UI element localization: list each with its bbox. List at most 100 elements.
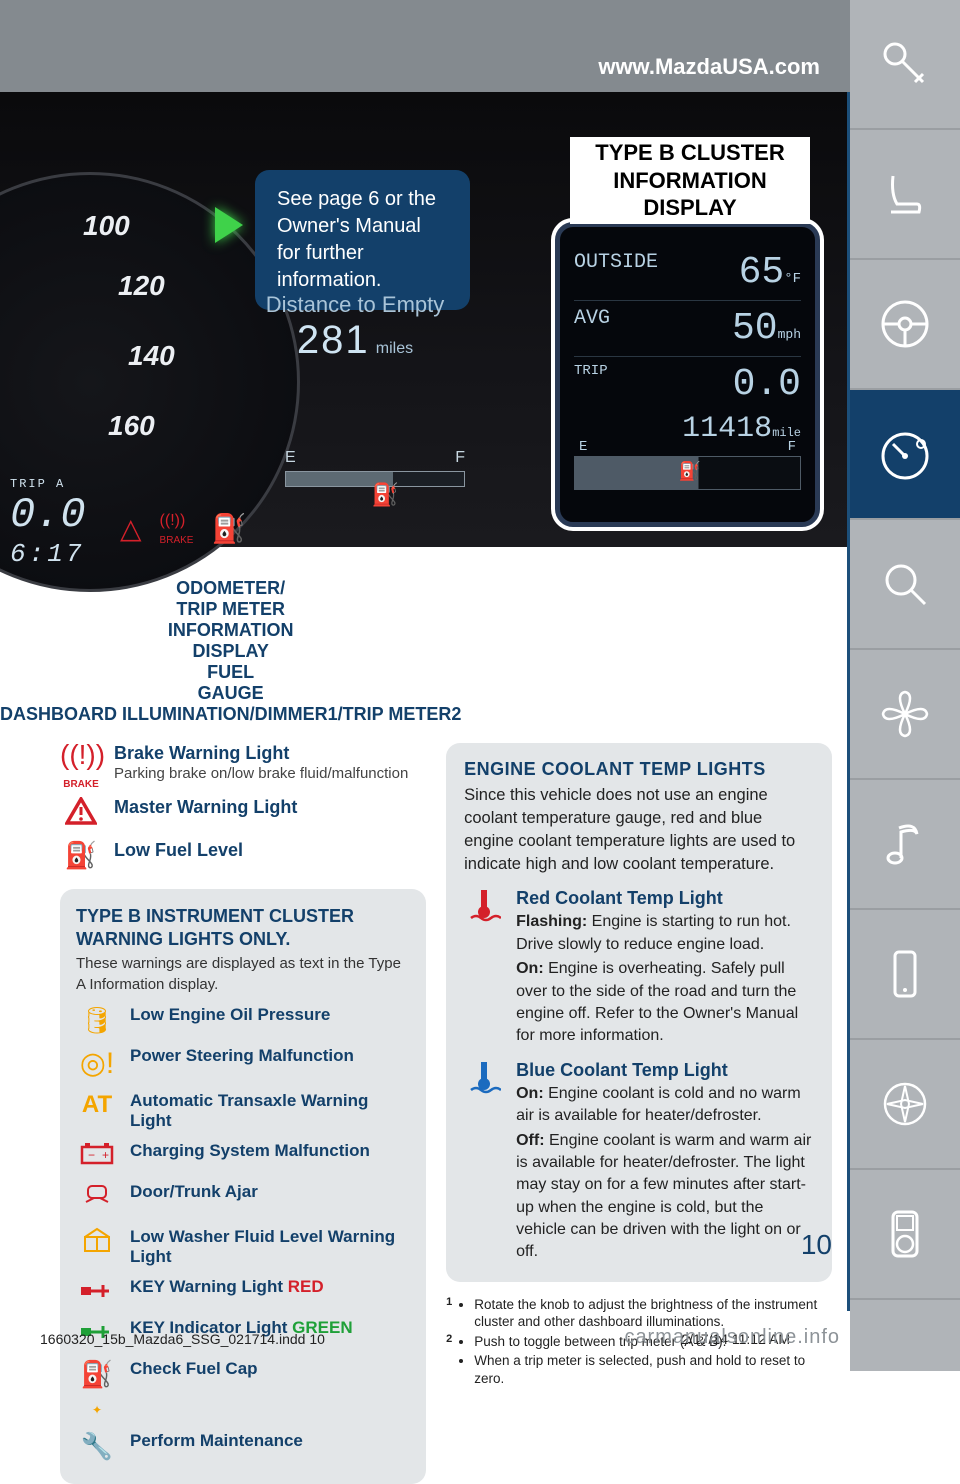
odometer-panel: TRIP A 0.0 6:17 (10, 477, 86, 569)
odo-value: 11418 (682, 412, 772, 446)
type-b-box-sub: These warnings are displayed as text in … (76, 954, 410, 995)
tab-media[interactable] (850, 1170, 960, 1300)
power-steering-title: Power Steering Malfunction (130, 1046, 410, 1066)
page-number: 10 (801, 1229, 832, 1261)
power-steering-icon: ◎! (76, 1046, 118, 1081)
warning-master: Master Warning Light (60, 797, 426, 832)
outside-label: OUTSIDE (574, 251, 658, 294)
svg-text:−: − (88, 1148, 95, 1162)
speedo-num: 120 (118, 270, 165, 302)
charging-title: Charging System Malfunction (130, 1141, 410, 1161)
mini-fuel-F: F (788, 439, 796, 455)
fan-icon (875, 684, 935, 744)
brake-icon-label: BRAKE (63, 779, 99, 790)
turn-signal-icon (215, 207, 243, 243)
trip-label: TRIP A (10, 477, 86, 491)
outside-unit: °F (784, 271, 801, 287)
master-warning-icon (65, 797, 97, 825)
tab-search[interactable] (850, 520, 960, 650)
coolant-blue-icon (464, 1060, 504, 1264)
oil-pressure-title: Low Engine Oil Pressure (130, 1005, 410, 1025)
coolant-intro: Since this vehicle does not use an engin… (464, 784, 814, 876)
washer-fluid-title: Low Washer Fluid Level Warning Light (130, 1227, 410, 1267)
brake-icon: ((!))BRAKE (160, 512, 194, 548)
instrument-cluster-photo: 100 120 140 160 See page 6 or the Owner'… (0, 92, 850, 547)
phone-icon (875, 944, 935, 1004)
fuel-gauge: E F ⛽ (285, 449, 465, 504)
avg-unit: mph (778, 327, 801, 342)
dte-unit: miles (376, 340, 413, 357)
steering-wheel-icon (875, 294, 935, 354)
footer-left: 1660320_15b_Mazda6_SSG_021714.indd 10 (40, 1331, 325, 1347)
clock-time: 6:17 (10, 539, 86, 569)
left-column: ((!)) BRAKE Brake Warning Light Parking … (60, 743, 426, 1484)
trip-value: 0.0 (733, 363, 801, 406)
tab-steering[interactable] (850, 260, 960, 390)
door-ajar-title: Door/Trunk Ajar (130, 1182, 410, 1202)
fuel-warning-icon: ⛽ (211, 512, 246, 548)
charging-icon: −+ (76, 1141, 118, 1172)
ipod-icon (875, 1204, 935, 1264)
low-fuel-icon: ⛽ (60, 840, 102, 871)
brake-warning-icon: ((!)) (60, 739, 105, 770)
odo-unit: mile (772, 426, 801, 440)
right-edge-border (847, 92, 850, 1311)
master-warning-title: Master Warning Light (114, 797, 426, 818)
center-info-display: Distance to Empty 281 miles (245, 292, 465, 363)
speedo-num: 100 (83, 210, 130, 242)
brake-warning-title: Brake Warning Light (114, 743, 426, 764)
watermark: carmanualsonline.info (624, 1326, 840, 1349)
side-tabs (850, 0, 960, 1371)
warning-triangle-icon: △ (120, 512, 142, 548)
avg-label: AVG (574, 307, 610, 350)
tooltip-callout: See page 6 or the Owner's Manual for fur… (255, 170, 470, 310)
type-b-box-title: TYPE B INSTRUMENT CLUSTER WARNING LIGHTS… (76, 905, 410, 950)
header-url: www.MazdaUSA.com (598, 54, 820, 80)
type-b-warnings-box: TYPE B INSTRUMENT CLUSTER WARNING LIGHTS… (60, 889, 426, 1484)
seat-icon (875, 164, 935, 224)
key-red-title: KEY Warning Light RED (130, 1277, 410, 1297)
warning-low-fuel: ⛽ Low Fuel Level (60, 840, 426, 871)
footnote-2b: When a trip meter is selected, push and … (474, 1352, 832, 1387)
trip-label: TRIP (574, 363, 608, 406)
oil-pressure-icon: 🛢 (76, 1005, 118, 1036)
fuel-cap-title: Check Fuel Cap (130, 1359, 410, 1379)
speedo-num: 160 (108, 410, 155, 442)
coolant-blue-off: Off: Engine coolant is warm and warm air… (516, 1130, 814, 1264)
brake-warning-sub: Parking brake on/low brake fluid/malfunc… (114, 764, 426, 784)
key-red-icon (76, 1277, 118, 1308)
dte-value: 281 (297, 318, 370, 362)
fuel-cap-icon: ⛽✦ (76, 1359, 118, 1421)
avg-value: 50 (732, 307, 778, 350)
key-icon (875, 34, 935, 94)
dte-label: Distance to Empty (245, 292, 465, 318)
at-warning-title: Automatic Transaxle Warning Light (130, 1091, 410, 1131)
tab-phone[interactable] (850, 910, 960, 1040)
tooltip-text: See page 6 or the Owner's Manual for fur… (277, 188, 436, 291)
at-warning-icon: AT (76, 1091, 118, 1119)
tab-seat[interactable] (850, 130, 960, 260)
mini-fuel-E: E (579, 439, 587, 455)
maintenance-icon: 🔧 (76, 1431, 118, 1462)
coolant-red-title: Red Coolant Temp Light (516, 888, 814, 909)
tab-audio[interactable] (850, 780, 960, 910)
tab-climate[interactable] (850, 650, 960, 780)
speedo-num: 140 (128, 340, 175, 372)
coolant-red-item: Red Coolant Temp Light Flashing: Engine … (464, 888, 814, 1047)
music-note-icon (875, 814, 935, 874)
tab-key[interactable] (850, 0, 960, 130)
coolant-red-on: On: Engine is overheating. Safely pull o… (516, 958, 814, 1048)
gauge-icon (875, 424, 935, 484)
right-column: ENGINE COOLANT TEMP LIGHTS Since this ve… (446, 743, 832, 1484)
washer-fluid-icon (76, 1227, 118, 1260)
tab-nav[interactable] (850, 1040, 960, 1170)
coolant-red-flashing: Flashing: Engine is starting to run hot.… (516, 911, 814, 956)
fuel-pump-icon: ⛽ (371, 482, 398, 508)
coolant-blue-on: On: Engine coolant is cold and no warm a… (516, 1083, 814, 1128)
coolant-blue-item: Blue Coolant Temp Light On: Engine coola… (464, 1060, 814, 1264)
magnifier-icon (875, 554, 935, 614)
tab-gauge-active[interactable] (850, 390, 960, 520)
svg-text:+: + (102, 1148, 109, 1162)
warning-icons-row: △ ((!))BRAKE ⛽ (120, 512, 246, 548)
header-bar: www.MazdaUSA.com (0, 0, 850, 92)
